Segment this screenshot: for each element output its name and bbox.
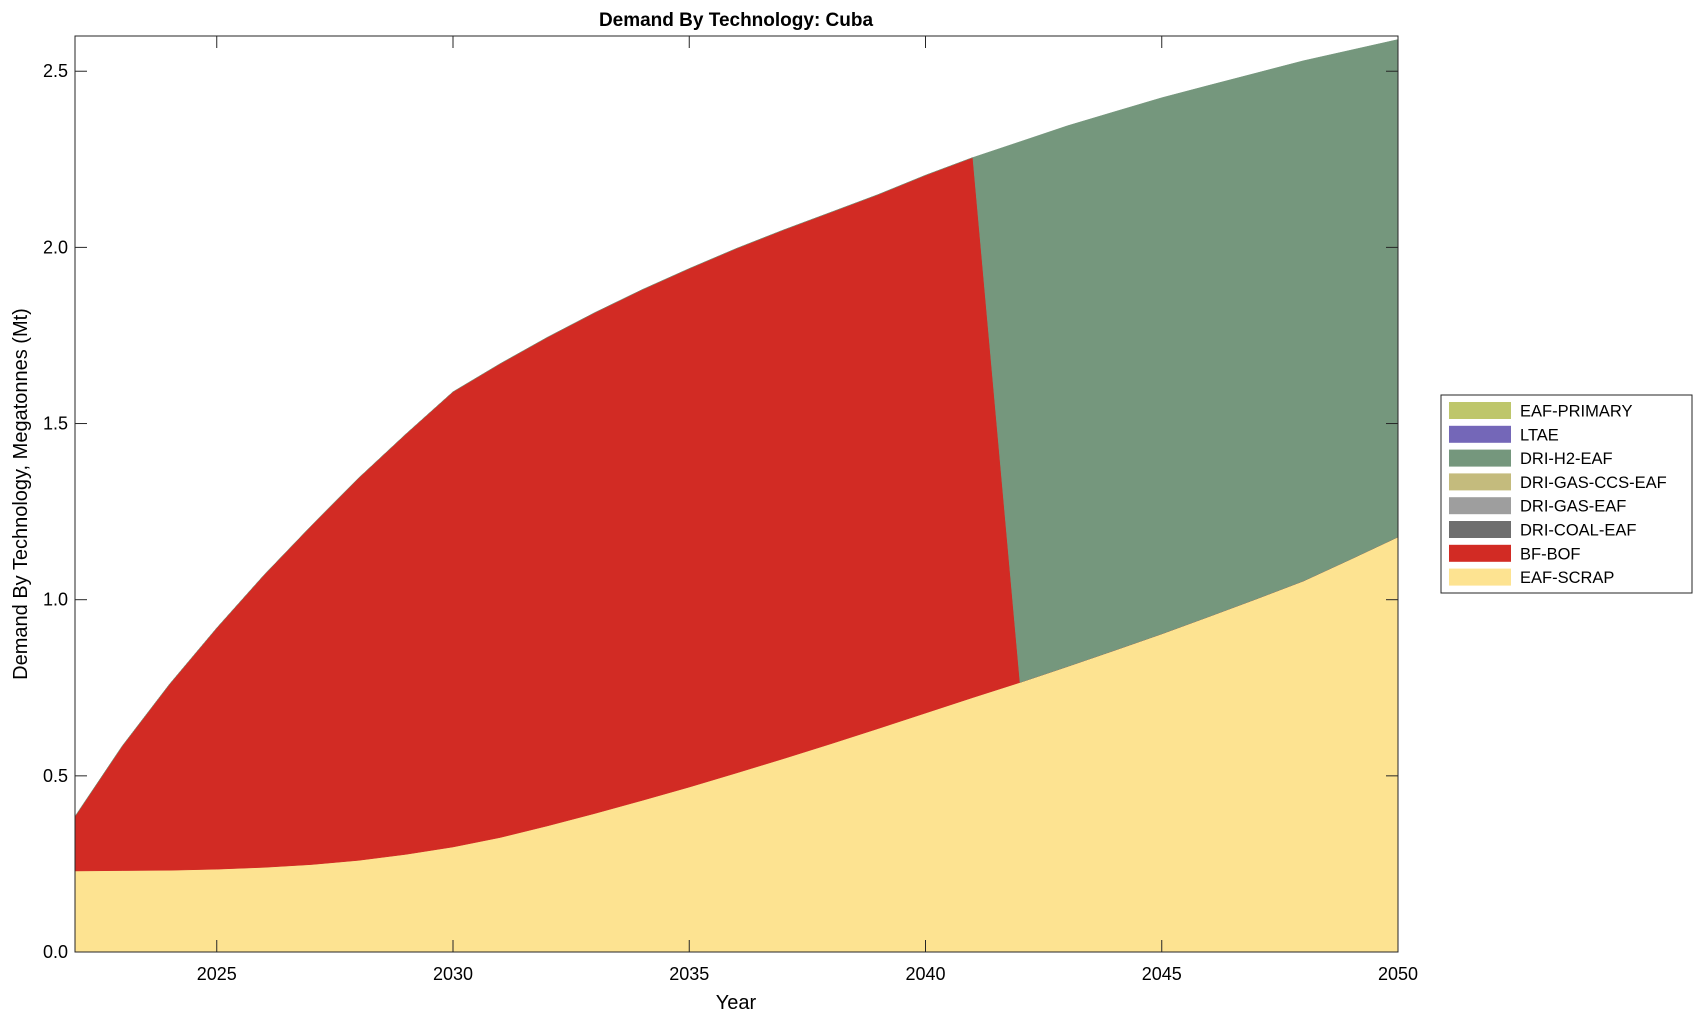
plot-frame bbox=[74, 35, 1399, 953]
legend: EAF-PRIMARY LTAE DRI-H2-EAF DRI-GAS-CCS-EAF… bbox=[1440, 394, 1693, 594]
y-tick-label: 1.0 bbox=[43, 590, 68, 610]
y-axis-label: Demand By Technology, Megatonnes (Mt) bbox=[10, 308, 32, 680]
legend-swatch bbox=[1449, 473, 1511, 491]
legend-swatch bbox=[1449, 425, 1511, 443]
legend-item-eaf-primary: EAF-PRIMARY bbox=[1449, 402, 1632, 421]
legend-swatch bbox=[1449, 521, 1511, 538]
chart-title: Demand By Technology: Cuba bbox=[599, 10, 874, 31]
legend-label: BF-BOF bbox=[1520, 545, 1581, 563]
legend-item-eaf-scrap: EAF-SCRAP bbox=[1449, 568, 1614, 587]
legend-item-ltae: LTAE bbox=[1449, 425, 1559, 444]
y-tick-label: 0.0 bbox=[43, 942, 68, 962]
legend-swatch bbox=[1449, 544, 1511, 562]
x-tick-label: 2025 bbox=[197, 964, 237, 984]
legend-item-dri-gas-ccs-eaf: DRI-GAS-CCS-EAF bbox=[1449, 473, 1667, 492]
legend-label: LTAE bbox=[1520, 426, 1559, 444]
legend-label: EAF-PRIMARY bbox=[1520, 403, 1632, 421]
legend-item-bf-bof: BF-BOF bbox=[1449, 544, 1581, 563]
legend-item-dri-h2-eaf: DRI-H2-EAF bbox=[1449, 449, 1613, 468]
legend-swatch bbox=[1449, 402, 1511, 419]
y-tick-label: 2.0 bbox=[43, 237, 68, 257]
legend-label: EAF-SCRAP bbox=[1520, 569, 1614, 587]
y-tick-label: 1.5 bbox=[43, 414, 68, 434]
axis-ticks: 2025 2030 2035 2040 2045 2050 0.0 0.5 1.0 1.5 2.0 2… bbox=[43, 36, 1418, 984]
legend-item-dri-coal-eaf: DRI-COAL-EAF bbox=[1449, 521, 1636, 540]
x-tick-label: 2035 bbox=[669, 964, 709, 984]
area-layer bbox=[74, 39, 1399, 953]
x-tick-label: 2040 bbox=[905, 964, 945, 984]
x-tick-label: 2030 bbox=[433, 964, 473, 984]
x-axis-label: Year bbox=[716, 992, 757, 1014]
y-tick-label: 2.5 bbox=[43, 61, 68, 81]
legend-label: DRI-GAS-CCS-EAF bbox=[1520, 474, 1667, 492]
legend-swatch bbox=[1449, 568, 1511, 586]
legend-swatch bbox=[1449, 449, 1511, 467]
legend-label: DRI-GAS-EAF bbox=[1520, 498, 1626, 516]
x-tick-label: 2045 bbox=[1142, 964, 1182, 984]
legend-item-dri-gas-eaf: DRI-GAS-EAF bbox=[1449, 497, 1626, 516]
legend-label: DRI-COAL-EAF bbox=[1520, 522, 1636, 540]
x-tick-label: 2050 bbox=[1378, 964, 1418, 984]
legend-label: DRI-H2-EAF bbox=[1520, 450, 1613, 468]
legend-swatch bbox=[1449, 497, 1511, 515]
y-tick-label: 0.5 bbox=[43, 766, 68, 786]
